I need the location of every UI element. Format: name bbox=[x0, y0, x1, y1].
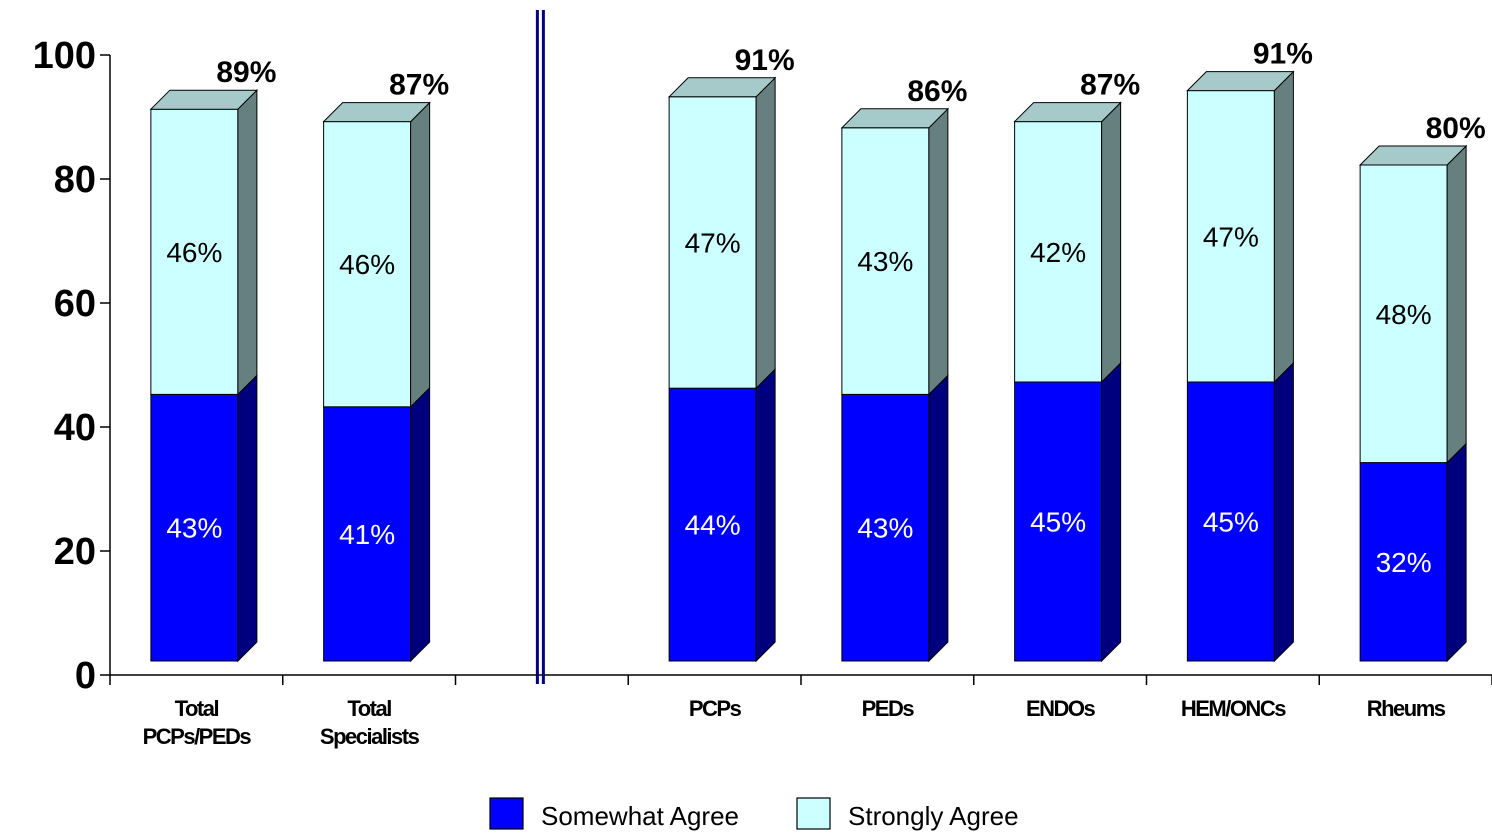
bar-segment-somewhat-agree-front bbox=[668, 387, 757, 662]
total-label: 91% bbox=[1253, 38, 1313, 71]
bar-segment-strongly-agree-side bbox=[237, 88, 258, 396]
bar-segment-somewhat-agree bbox=[841, 374, 949, 663]
y-ticks-group: 0 20 40 60 80 100 bbox=[33, 35, 110, 697]
x-tick-label: PCPs bbox=[689, 696, 742, 721]
y-tick-label: 80 bbox=[54, 159, 96, 201]
bar-segment-strongly-agree bbox=[322, 101, 431, 409]
bar-segment-strongly-agree-side bbox=[928, 107, 949, 396]
bar-segment-strongly-agree bbox=[1186, 70, 1295, 384]
bar-segment-strongly-agree-front bbox=[1359, 164, 1448, 464]
bar-segment-strongly-agree-side bbox=[755, 76, 776, 390]
legend: Somewhat Agree Strongly Agree bbox=[489, 797, 1019, 831]
bar-segment-somewhat-agree bbox=[668, 367, 776, 663]
data-label-strongly-agree: 47% bbox=[685, 228, 741, 259]
data-label-strongly-agree: 48% bbox=[1376, 299, 1432, 330]
bar-segment-strongly-agree-front bbox=[150, 108, 239, 395]
bar-segment-strongly-agree-top bbox=[1186, 71, 1295, 92]
data-label-somewhat-agree: 44% bbox=[685, 510, 741, 541]
bar-segment-somewhat-agree-side bbox=[1101, 361, 1122, 663]
y-tick-label: 40 bbox=[54, 407, 96, 449]
x-tick-label: Rheums bbox=[1367, 696, 1446, 721]
x-tick-label: ENDOs bbox=[1026, 696, 1096, 721]
bar-segment-strongly-agree-top bbox=[149, 89, 259, 110]
total-label: 86% bbox=[907, 75, 967, 108]
legend-swatch-somewhat-agree bbox=[489, 797, 524, 830]
bar-segment-strongly-agree-top bbox=[322, 102, 431, 123]
bar-segment-somewhat-agree-side bbox=[1446, 442, 1467, 663]
y-tick-label: 100 bbox=[33, 35, 96, 77]
data-label-strongly-agree: 43% bbox=[857, 246, 913, 277]
data-label-strongly-agree: 46% bbox=[166, 237, 222, 268]
legend-label-strongly-agree: Strongly Agree bbox=[848, 801, 1019, 831]
bar-segment-strongly-agree-side bbox=[1446, 144, 1467, 464]
data-label-strongly-agree: 42% bbox=[1030, 237, 1086, 268]
total-label: 87% bbox=[1080, 69, 1140, 102]
data-label-strongly-agree: 46% bbox=[339, 249, 395, 280]
bar-segment-strongly-agree-top bbox=[1358, 145, 1468, 166]
bar-segment-somewhat-agree-side bbox=[928, 374, 949, 663]
bar-segment-strongly-agree-front bbox=[323, 121, 412, 408]
bar-segment-strongly-agree-top bbox=[840, 108, 950, 129]
legend-swatch-strongly-agree bbox=[796, 797, 831, 830]
data-label-somewhat-agree: 43% bbox=[166, 513, 222, 544]
data-label-somewhat-agree: 45% bbox=[1203, 507, 1259, 538]
x-tick-label: Total Specialists bbox=[320, 696, 420, 749]
data-label-strongly-agree: 47% bbox=[1203, 221, 1259, 252]
panel-divider-line bbox=[541, 10, 545, 684]
bar-segment-somewhat-agree-side bbox=[1273, 361, 1294, 663]
bar-segment-strongly-agree bbox=[149, 88, 259, 396]
bar-segment-strongly-agree bbox=[1013, 101, 1122, 384]
bar-segment-somewhat-agree-side bbox=[755, 367, 776, 663]
x-tick-label: HEM/ONCs bbox=[1181, 696, 1286, 721]
bar-segment-strongly-agree-top bbox=[1013, 102, 1122, 123]
x-ticks-group: Total PCPs/PEDs Total Specialists PCPs PEDs EN… bbox=[109, 675, 1492, 749]
bar-segment-strongly-agree-top bbox=[667, 77, 777, 98]
total-label: 89% bbox=[216, 56, 276, 89]
bar-segment-strongly-agree-side bbox=[410, 101, 431, 409]
x-tick-label: Total PCPs/PEDs bbox=[143, 696, 252, 749]
data-label-somewhat-agree: 32% bbox=[1376, 547, 1432, 578]
bar-segment-strongly-agree bbox=[840, 107, 950, 396]
bar-segment-somewhat-agree-front bbox=[1014, 381, 1103, 662]
bar-segment-somewhat-agree-side bbox=[410, 386, 431, 663]
bar-segment-strongly-agree-front bbox=[1014, 121, 1103, 383]
data-label-somewhat-agree: 43% bbox=[857, 513, 913, 544]
bar-segment-somewhat-agree-front bbox=[150, 393, 239, 662]
bar-segment-strongly-agree bbox=[667, 76, 777, 390]
bars-group: 43% 46% 89% 41% 46% 87% 44% 47% 91% 43% 43% 86% 45% 4… bbox=[149, 38, 1486, 663]
panel-divider-group bbox=[535, 10, 545, 684]
bar-segment-somewhat-agree bbox=[1014, 361, 1122, 663]
bar-segment-somewhat-agree bbox=[150, 374, 258, 663]
bar-segment-strongly-agree-side bbox=[1101, 101, 1122, 384]
total-label: 87% bbox=[389, 69, 449, 102]
total-label: 91% bbox=[735, 44, 795, 77]
bar-segment-somewhat-agree bbox=[1359, 442, 1467, 663]
panel-divider-line bbox=[535, 10, 539, 684]
legend-label-somewhat-agree: Somewhat Agree bbox=[541, 801, 739, 831]
y-tick-label: 0 bbox=[75, 655, 96, 697]
bar-segment-somewhat-agree-side bbox=[237, 374, 258, 663]
total-label: 80% bbox=[1426, 112, 1486, 145]
x-tick-label: PEDs bbox=[862, 696, 915, 721]
data-label-somewhat-agree: 45% bbox=[1030, 507, 1086, 538]
bar-segment-strongly-agree-front bbox=[1186, 90, 1275, 383]
bar-segment-strongly-agree-side bbox=[1273, 70, 1294, 384]
bar-segment-somewhat-agree-front bbox=[841, 393, 930, 662]
y-tick-label: 20 bbox=[54, 531, 96, 573]
data-label-somewhat-agree: 41% bbox=[339, 519, 395, 550]
y-tick-label: 60 bbox=[54, 283, 96, 325]
bar-segment-strongly-agree bbox=[1358, 144, 1468, 464]
bar-segment-somewhat-agree-front bbox=[323, 406, 412, 662]
